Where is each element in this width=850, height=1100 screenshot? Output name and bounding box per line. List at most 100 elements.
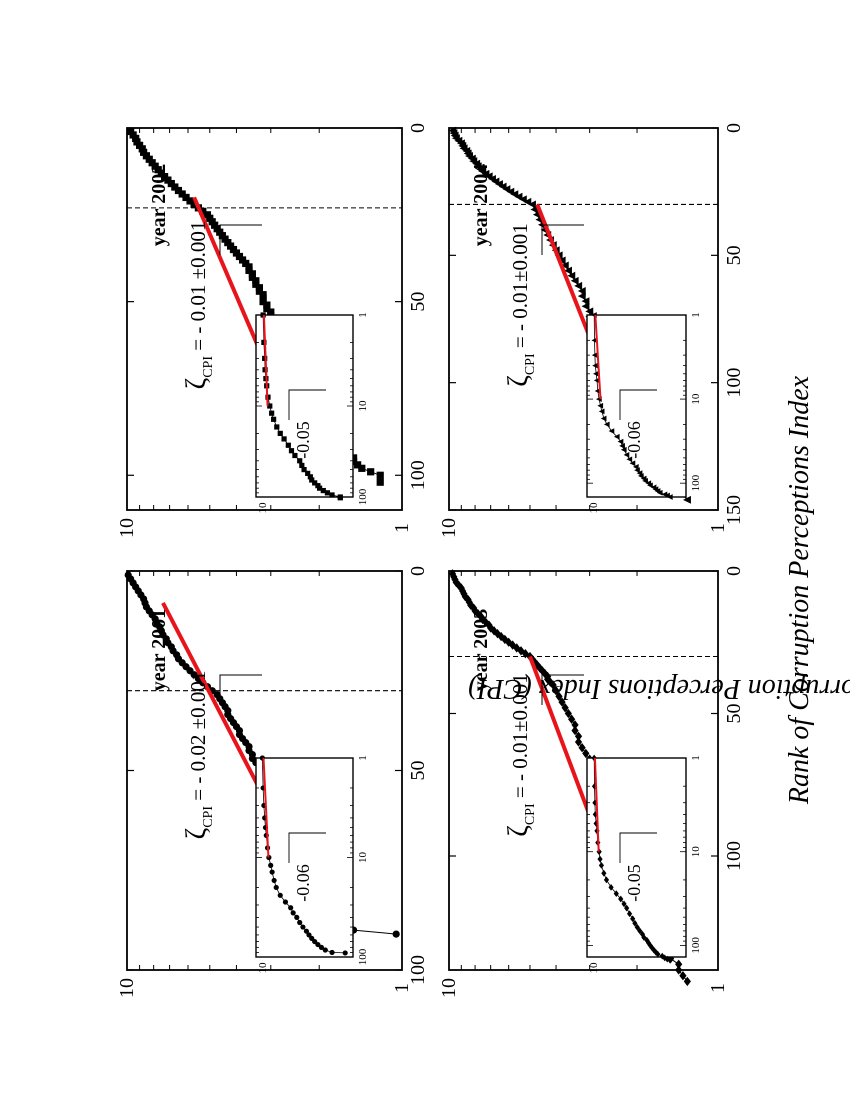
data-point xyxy=(531,657,539,667)
inset-frame xyxy=(255,757,354,958)
inset-data-point xyxy=(271,877,277,884)
inset-data-point xyxy=(297,458,303,464)
data-point xyxy=(555,691,563,702)
inset-data-point xyxy=(307,474,313,480)
x-tick-label: 150 xyxy=(723,495,745,525)
data-point xyxy=(513,643,521,653)
zeta-subscript: CPI xyxy=(523,353,538,375)
inset-data-point xyxy=(598,408,605,415)
inset-data-point xyxy=(281,436,287,442)
inset-data-point xyxy=(320,487,326,494)
data-point xyxy=(467,600,475,610)
data-point xyxy=(570,276,579,285)
inset-data-point xyxy=(329,949,335,956)
inset-x-tick-label: 1 xyxy=(357,312,369,318)
inset-data-point xyxy=(277,892,283,898)
inset-data-point xyxy=(318,944,325,950)
inset-data-point xyxy=(322,947,328,953)
x-axis-label: Rank of Corruption Perceptions Index xyxy=(784,375,815,805)
inset-x-tick-label: 10 xyxy=(690,846,702,858)
inset-data-point xyxy=(626,456,633,463)
zeta-symbol: ζ xyxy=(503,375,534,387)
inset-data-point xyxy=(623,451,630,458)
y-tick-label: 1 xyxy=(707,983,729,993)
zeta-annotation: ζCPI = - 0.02 ±0.001 xyxy=(181,671,216,840)
inset-data-point xyxy=(273,884,279,891)
data-point xyxy=(571,725,579,736)
inset-data-point xyxy=(629,460,636,467)
inset-slope-label: -0.05 xyxy=(624,864,644,902)
inset-data-point xyxy=(645,939,652,947)
panel-title: year 2002 xyxy=(148,164,170,246)
inset-data-point xyxy=(591,337,598,344)
inset-data-point xyxy=(288,448,295,454)
panel-title: year 2003 xyxy=(470,609,492,691)
inset-data-point xyxy=(667,956,673,964)
inset-data-point xyxy=(647,482,653,489)
data-point xyxy=(528,200,536,209)
inset-data-point xyxy=(285,442,291,448)
x-tick-label: 100 xyxy=(723,368,745,398)
inset-x-tick-label: 100 xyxy=(690,937,702,954)
x-tick-label: 0 xyxy=(723,566,745,576)
data-point xyxy=(564,708,572,719)
inset-fit-line xyxy=(262,757,270,858)
inset-data-point xyxy=(269,410,275,416)
inset-slope-bracket xyxy=(619,389,657,420)
inset-data-point xyxy=(262,367,268,373)
data-point xyxy=(675,959,683,969)
inset-slope-label: -0.05 xyxy=(293,421,313,459)
inset-data-point xyxy=(315,941,321,948)
zeta-value: = - 0.01 ±0.001 xyxy=(186,221,210,356)
data-point xyxy=(186,197,194,205)
data-point xyxy=(497,631,505,642)
data-point xyxy=(521,648,529,659)
inset-data-point xyxy=(601,869,607,877)
zeta-subscript: CPI xyxy=(201,806,216,828)
slope-bracket xyxy=(541,224,584,255)
zeta-symbol: ζ xyxy=(181,828,212,840)
data-point xyxy=(199,207,207,215)
inset-data-point xyxy=(634,467,640,474)
inset-data-point xyxy=(655,950,661,958)
zeta-value: = - 0.01±0.001 xyxy=(508,673,532,803)
zeta-symbol: ζ xyxy=(181,378,212,390)
y-tick-label: 1 xyxy=(391,523,413,533)
inset-data-point xyxy=(598,862,605,869)
inset-data-point xyxy=(637,473,644,479)
data-point xyxy=(533,660,541,670)
x-tick-label: 100 xyxy=(407,955,429,985)
x-tick-label: 50 xyxy=(723,704,745,724)
inset-data-point xyxy=(603,876,610,884)
inset-x-tick-label: 10 xyxy=(690,393,702,405)
inset-slope-label: -0.06 xyxy=(293,864,313,902)
data-point xyxy=(354,461,362,469)
inset-data-point xyxy=(303,928,310,934)
inset-data-point xyxy=(260,312,266,318)
inset-data-point xyxy=(305,470,311,476)
data-point xyxy=(538,666,546,676)
y-tick-label: 10 xyxy=(116,978,138,998)
inset-x-tick-label: 100 xyxy=(690,474,702,491)
x-tick-label: 0 xyxy=(407,566,429,576)
inset-plot: 1 10 100 10 -0.05 xyxy=(586,754,702,974)
inset-data-point xyxy=(651,946,657,954)
data-point xyxy=(574,737,583,747)
data-point xyxy=(376,471,384,479)
data-point xyxy=(567,271,576,280)
data-point xyxy=(543,674,552,684)
data-point xyxy=(178,190,186,198)
zeta-symbol: ζ xyxy=(503,825,534,837)
data-point xyxy=(571,720,579,730)
data-point xyxy=(557,256,566,265)
inset-data-point xyxy=(300,924,306,930)
data-point xyxy=(561,703,569,713)
inset-data-point xyxy=(641,933,647,941)
data-point xyxy=(358,464,366,472)
data-point xyxy=(376,478,384,486)
data-point xyxy=(581,297,590,306)
